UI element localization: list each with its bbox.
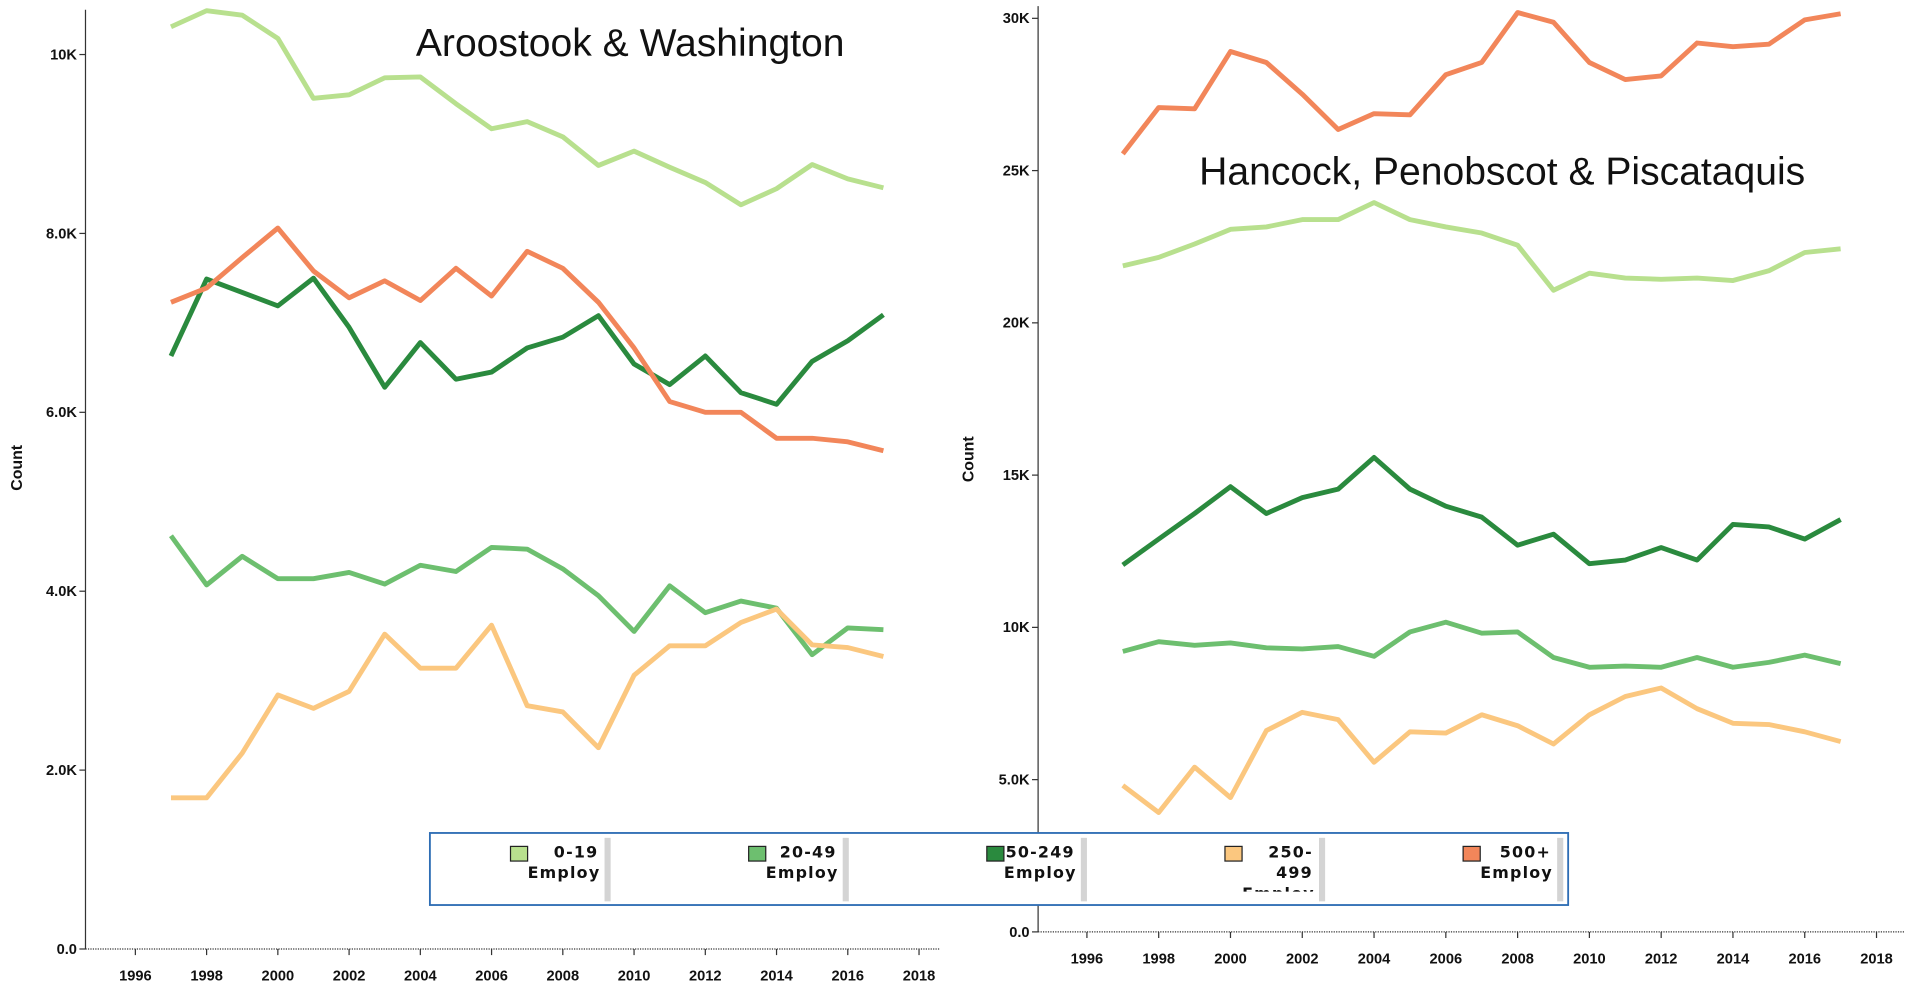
- y-tick-label: 10K: [1003, 620, 1030, 636]
- x-tick-label: 2006: [475, 969, 508, 985]
- x-tick-label: 2018: [903, 969, 936, 985]
- y-tick-label: 0.0: [57, 942, 77, 958]
- y-tick-label: 20K: [1003, 316, 1030, 332]
- x-tick-label: 2010: [1573, 952, 1606, 968]
- x-tick-label: 2000: [1214, 952, 1247, 968]
- legend-separator: [604, 837, 611, 902]
- y-tick-label: 5.0K: [999, 773, 1030, 789]
- x-tick-label: 2002: [1286, 952, 1319, 968]
- y-tick-label: 2.0K: [46, 763, 77, 779]
- x-tick-label: 2008: [547, 969, 580, 985]
- x-tick-label: 2004: [1358, 952, 1391, 968]
- series-line: [170, 606, 885, 801]
- x-tick-label: 2012: [1645, 952, 1678, 968]
- x-tick-label: 2008: [1501, 952, 1534, 968]
- x-tick-label: 2018: [1860, 952, 1893, 968]
- legend-separator: [1080, 837, 1087, 902]
- series-line: [168, 275, 885, 407]
- x-tick-label: 1996: [1071, 952, 1104, 968]
- x-tick-label: 2000: [262, 969, 295, 985]
- x-tick-label: 2012: [689, 969, 722, 985]
- legend-label: 20-49 Employees: [765, 843, 839, 884]
- legend-separator: [1557, 837, 1564, 902]
- series-line: [1121, 685, 1842, 815]
- y-tick-label: 10K: [50, 47, 77, 63]
- x-tick-label: 2010: [618, 969, 651, 985]
- y-tick-label: 6.0K: [46, 405, 77, 421]
- series-line: [1122, 619, 1842, 670]
- x-tick-label: 2002: [333, 969, 366, 985]
- y-tick-label: 4.0K: [46, 584, 77, 600]
- legend-label: 50-249 Employees: [1003, 843, 1077, 884]
- y-tick-label: 15K: [1003, 468, 1030, 484]
- x-tick-label: 2016: [1788, 952, 1821, 968]
- x-tick-label: 1998: [1142, 952, 1175, 968]
- y-tick-label: 0.0: [1009, 925, 1029, 941]
- x-tick-label: 2014: [760, 969, 793, 985]
- legend-swatch: [748, 845, 767, 862]
- x-tick-label: 1998: [190, 969, 223, 985]
- y-tick-label: 8.0K: [46, 226, 77, 242]
- legend-box: [428, 832, 1570, 906]
- y-tick-label: 25K: [1003, 163, 1030, 179]
- series-line: [169, 534, 884, 658]
- series-line: [1121, 455, 1842, 567]
- legend-item: 50-249 Employees: [1003, 843, 1077, 884]
- legend-label: 0-19 Employees: [527, 843, 601, 884]
- legend-swatch: [509, 845, 529, 862]
- legend-separator: [1319, 837, 1326, 902]
- legend-label: 250-499 Employees: [1242, 843, 1315, 892]
- legend-separator: [842, 837, 849, 902]
- series-line: [169, 8, 885, 208]
- legend-swatch: [1224, 845, 1243, 862]
- legend-item: 250-499 Employees: [1242, 843, 1315, 892]
- x-tick-label: 2014: [1717, 952, 1750, 968]
- x-tick-label: 2016: [831, 969, 864, 985]
- series-line: [1120, 10, 1842, 156]
- y-tick-label: 30K: [1003, 11, 1030, 27]
- legend-item: 0-19 Employees: [527, 843, 601, 884]
- x-tick-label: 1996: [119, 969, 152, 985]
- legend-swatch: [986, 845, 1005, 862]
- legend-item: 500+ Employees: [1480, 843, 1553, 884]
- legend-item: 20-49 Employees: [765, 843, 839, 884]
- y-axis-label: Count: [9, 444, 26, 491]
- x-tick-label: 2006: [1430, 952, 1463, 968]
- y-axis-label: Count: [960, 436, 977, 483]
- series-line: [170, 225, 885, 454]
- chart-title: Hancock, Penobscot & Piscataquis: [1199, 150, 1805, 193]
- chart-title: Aroostook & Washington: [416, 22, 845, 65]
- legend-label: 500+ Employees: [1480, 843, 1553, 884]
- series-line: [1122, 200, 1841, 293]
- x-tick-label: 2004: [404, 969, 437, 985]
- legend-swatch: [1462, 845, 1481, 862]
